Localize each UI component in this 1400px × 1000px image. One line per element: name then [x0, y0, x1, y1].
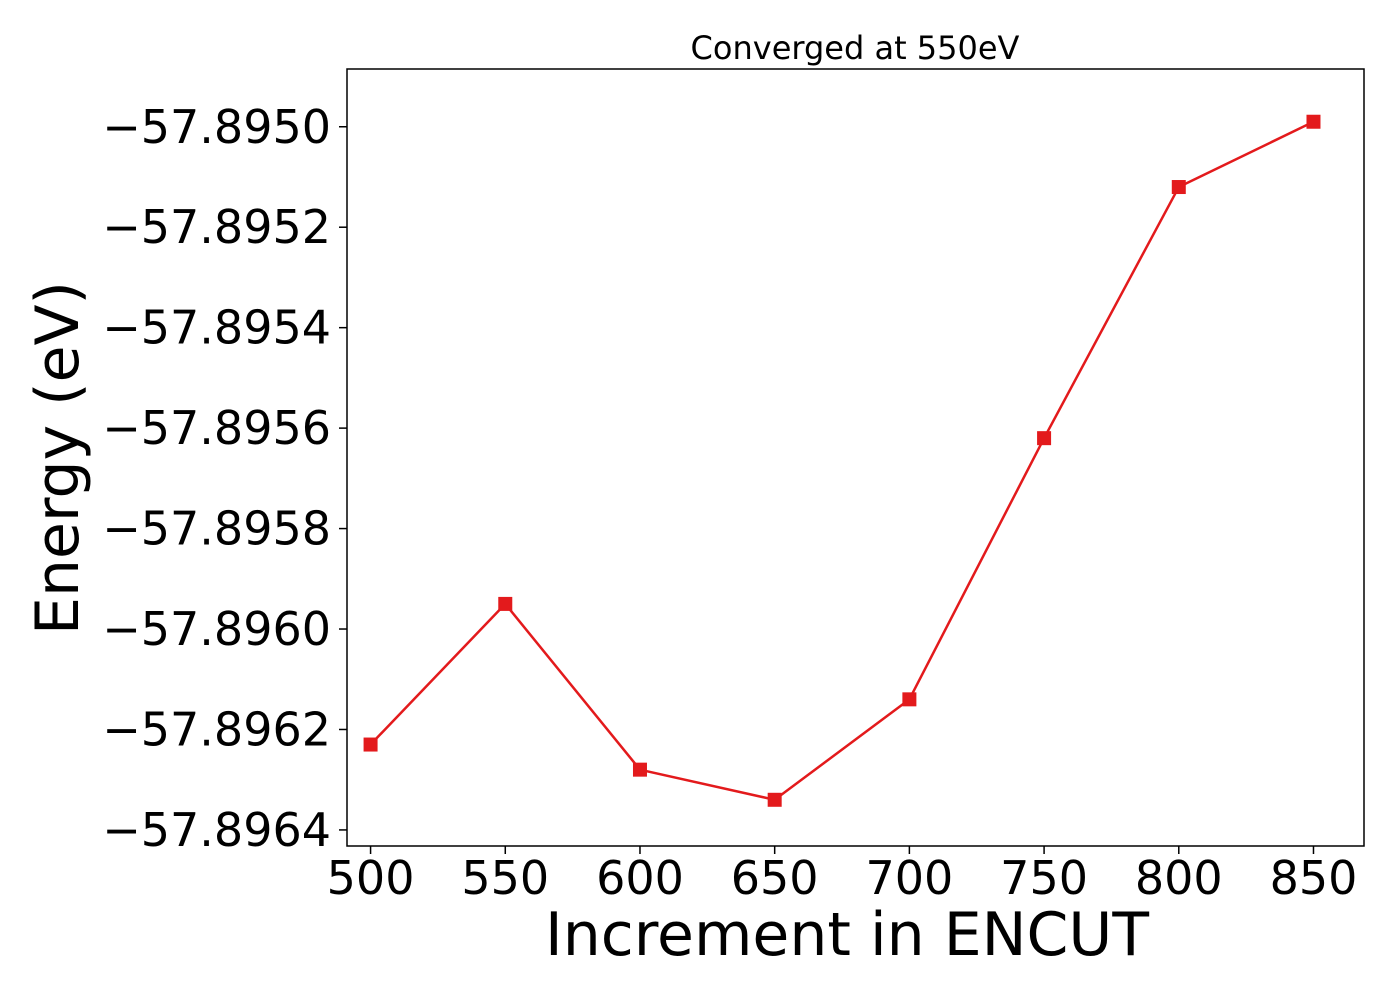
x-tick-label: 700 [865, 851, 953, 905]
data-point-marker [498, 596, 513, 611]
data-point-marker [1171, 180, 1186, 195]
y-axis: −57.8964 −57.8962 −57.8960 −57.8958 −57.8956… [102, 100, 347, 857]
y-tick-label: −57.8960 [102, 602, 331, 656]
data-point-marker [1037, 431, 1052, 446]
y-tick-label: −57.8964 [102, 803, 331, 857]
x-tick-label: 550 [461, 851, 549, 905]
data-series [363, 114, 1321, 807]
x-axis: 500 550 600 650 700 750 800 850 [327, 846, 1358, 905]
x-axis-label: Increment in ENCUT [545, 900, 1149, 970]
x-tick-label: 850 [1270, 851, 1358, 905]
y-tick-label: −57.8954 [102, 301, 331, 355]
data-point-marker [902, 692, 917, 707]
plot-area-frame [346, 68, 1365, 847]
y-tick-label: −57.8956 [102, 401, 331, 455]
x-tick-label: 800 [1135, 851, 1223, 905]
y-tick-label: −57.8952 [102, 200, 331, 254]
y-tick-label: −57.8950 [102, 100, 331, 154]
data-point-marker [363, 737, 378, 752]
data-point-marker [632, 762, 647, 777]
series-line [369, 120, 1315, 802]
x-tick-label: 750 [1000, 851, 1088, 905]
data-point-marker [767, 792, 782, 807]
x-tick-label: 500 [327, 851, 415, 905]
y-tick-label: −57.8962 [102, 702, 331, 756]
chart-title: Converged at 550eV [691, 29, 1020, 67]
y-tick-label: −57.8958 [102, 502, 331, 556]
y-axis-label: Energy (eV) [23, 281, 93, 635]
x-tick-label: 600 [596, 851, 684, 905]
x-tick-label: 650 [731, 851, 819, 905]
data-point-marker [1306, 114, 1321, 129]
